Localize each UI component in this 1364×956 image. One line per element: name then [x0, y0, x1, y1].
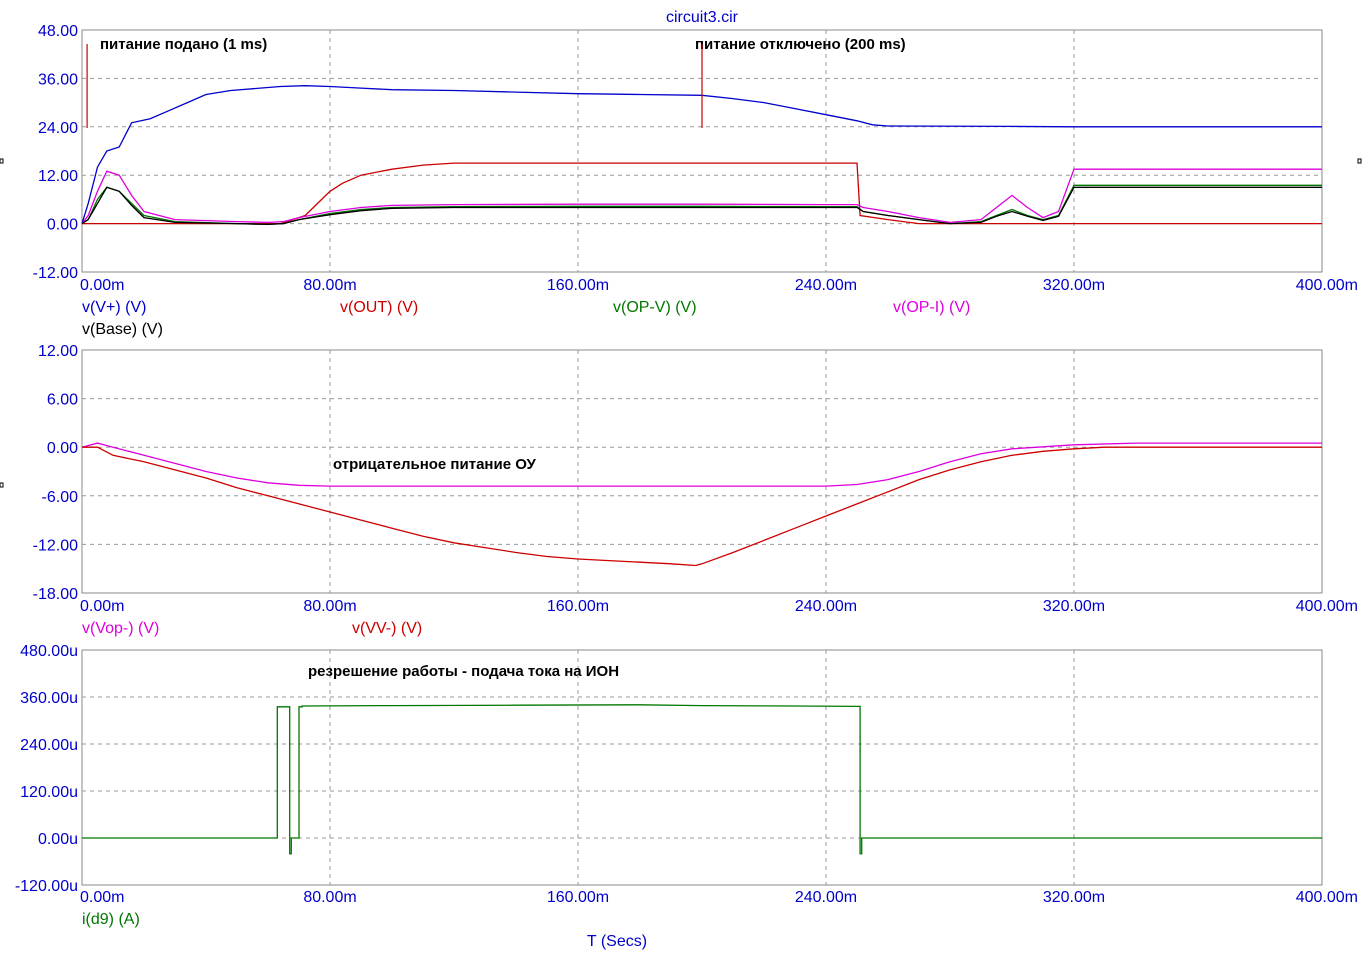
plot-frame — [81, 29, 1323, 273]
x-tick-label: 320.00m — [1043, 277, 1105, 294]
plot-frame — [81, 649, 1323, 886]
x-tick-label: 240.00m — [795, 277, 857, 294]
legend-entry: v(Base) (V) — [82, 321, 163, 338]
x-tick-label: 0.00m — [80, 598, 124, 615]
splitter-handle[interactable] — [0, 482, 4, 488]
panel-1: 48.00 36.00 24.00 12.00 0.00 -12.000.00m 80.00… — [33, 23, 1358, 338]
y-tick-label: 12.00 — [38, 168, 78, 185]
y-tick-label: 240.00u — [20, 737, 78, 754]
x-tick-label: 160.00m — [547, 889, 609, 906]
annotation-text: отрицательное питание ОУ — [333, 456, 536, 473]
y-tick-label: -6.00 — [42, 489, 79, 506]
legend-entry: v(OP-V) (V) — [613, 299, 697, 316]
series-line-v-base-v- — [81, 186, 1322, 226]
series-line-v-op-i-v- — [81, 168, 1322, 224]
x-tick-label: 80.00m — [303, 277, 356, 294]
x-tick-label: 80.00m — [303, 889, 356, 906]
x-tick-label: 240.00m — [795, 598, 857, 615]
y-tick-label: 6.00 — [47, 392, 78, 409]
y-tick-label: -12.00 — [33, 265, 78, 282]
panel-2: 12.00 6.00 0.00 -6.00 -12.00 -18.000.00m 80.00… — [33, 343, 1358, 637]
y-tick-label: 0.00u — [38, 831, 78, 848]
x-tick-label: 320.00m — [1043, 889, 1105, 906]
x-tick-label: 240.00m — [795, 889, 857, 906]
series-line-v-op-v-v- — [81, 184, 1322, 226]
legend-entry: v(VV-) (V) — [352, 620, 422, 637]
x-tick-label: 80.00m — [303, 598, 356, 615]
y-tick-label: 24.00 — [38, 120, 78, 137]
y-tick-label: 12.00 — [38, 343, 78, 360]
x-tick-label: 400.00m — [1296, 889, 1358, 906]
legend-entry: i(d9) (A) — [82, 911, 140, 928]
x-tick-label: 320.00m — [1043, 598, 1105, 615]
series-line-v-vop-v- — [81, 442, 1322, 487]
annotation-text: питание подано (1 ms) — [100, 36, 267, 53]
y-tick-label: -120.00u — [15, 878, 78, 895]
splitter-handle[interactable] — [0, 158, 4, 164]
y-tick-label: 360.00u — [20, 690, 78, 707]
series-line-v-vv-v- — [82, 446, 1322, 567]
splitter-handle[interactable] — [1357, 158, 1362, 164]
legend-entry: v(V+) (V) — [82, 299, 146, 316]
series-line-i-d9-a- — [82, 704, 1322, 855]
legend-entry: v(OP-I) (V) — [893, 299, 970, 316]
y-tick-label: -12.00 — [33, 537, 78, 554]
y-tick-label: 48.00 — [38, 23, 78, 40]
legend-entry: v(Vop-) (V) — [82, 620, 159, 637]
y-tick-label: 0.00 — [47, 217, 78, 234]
x-tick-label: 400.00m — [1296, 277, 1358, 294]
y-tick-label: -18.00 — [33, 586, 78, 603]
chart-title: circuit3.cir — [666, 9, 739, 26]
panel-3: 480.00u 360.00u 240.00u 120.00u 0.00u -120.00… — [15, 643, 1358, 928]
series-line-v-out-v- — [82, 162, 1322, 225]
x-tick-label: 0.00m — [80, 889, 124, 906]
y-tick-label: 120.00u — [20, 784, 78, 801]
y-tick-label: 0.00 — [47, 440, 78, 457]
x-tick-label: 0.00m — [80, 277, 124, 294]
y-tick-label: 480.00u — [20, 643, 78, 660]
plot-frame — [81, 349, 1323, 594]
annotation-text: питание отключено (200 ms) — [695, 36, 906, 53]
y-tick-label: 36.00 — [38, 71, 78, 88]
x-tick-label: 160.00m — [547, 277, 609, 294]
series-line-v-v-v- — [81, 85, 1322, 224]
legend-entry: v(OUT) (V) — [340, 299, 418, 316]
x-tick-label: 160.00m — [547, 598, 609, 615]
annotation-text: резрешение работы - подача тока на ИОН — [308, 663, 619, 680]
x-axis-label: T (Secs) — [587, 933, 647, 950]
x-tick-label: 400.00m — [1296, 598, 1358, 615]
